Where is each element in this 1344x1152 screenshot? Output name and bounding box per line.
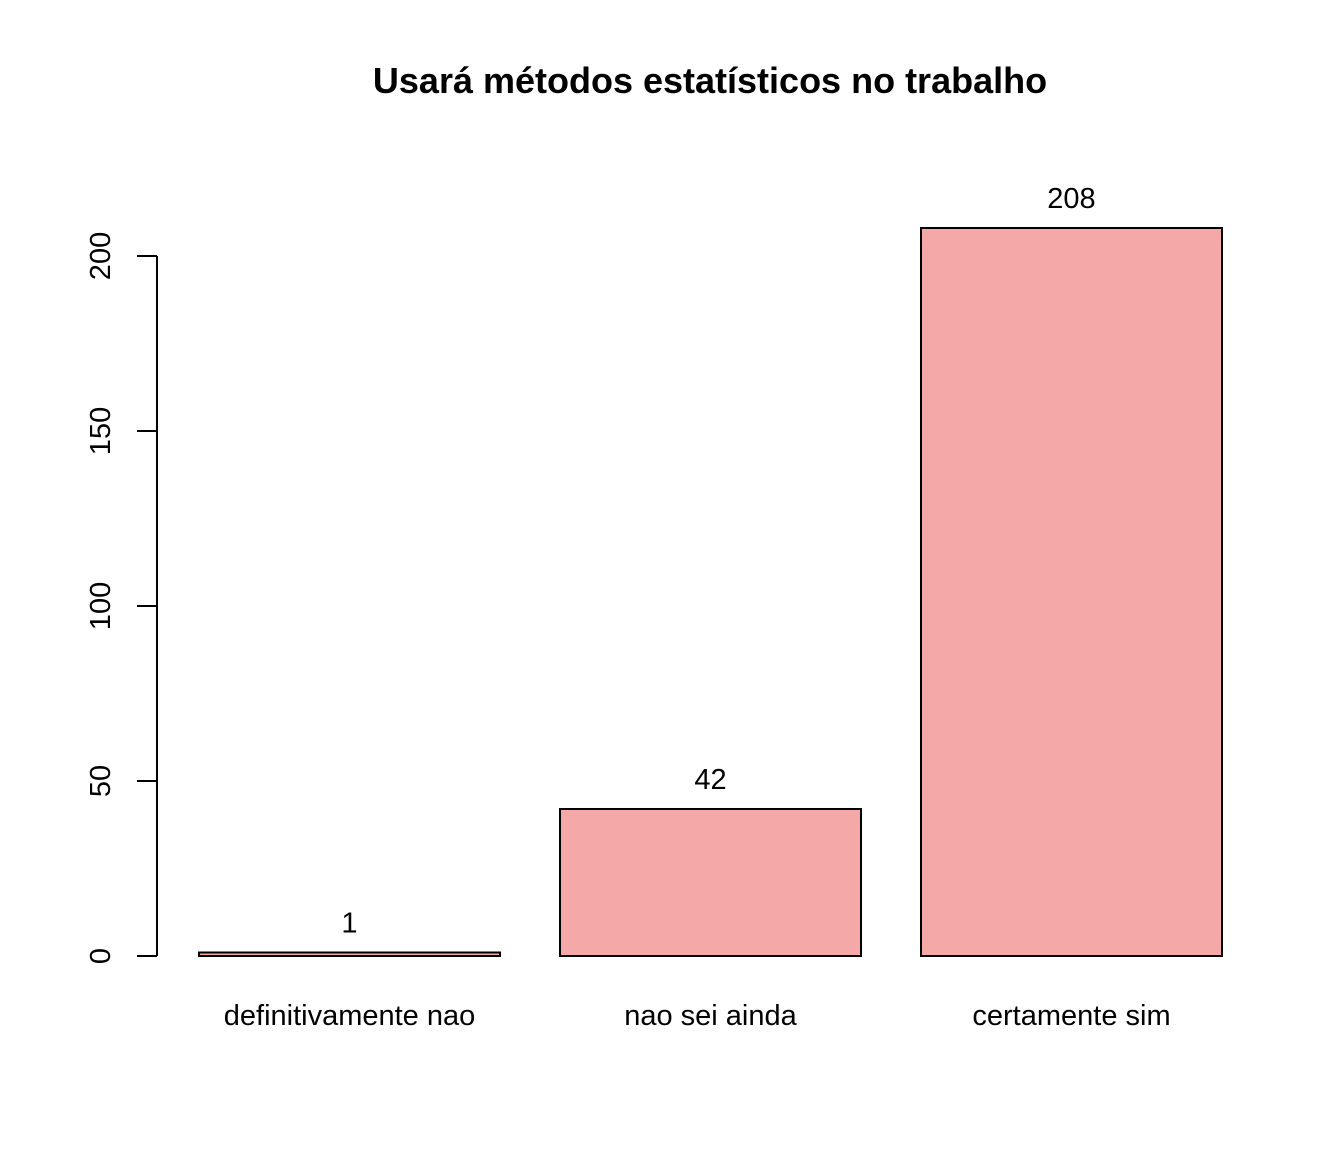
y-tick-label: 50 xyxy=(85,765,117,797)
data-label: 1 xyxy=(341,908,357,940)
category-label: certamente sim xyxy=(972,1000,1170,1032)
category-label: nao sei ainda xyxy=(624,1000,797,1032)
bar xyxy=(198,951,501,957)
labels-group: 1 definitivamente nao 42 nao sei ainda 208 ce… xyxy=(224,183,1171,1032)
chart-title: Usará métodos estatísticos no trabalho xyxy=(373,60,1047,101)
y-tick-label: 150 xyxy=(85,407,117,455)
data-label: 208 xyxy=(1047,183,1095,215)
bars-group xyxy=(198,227,1223,957)
data-label: 42 xyxy=(694,764,726,796)
bar xyxy=(559,808,862,957)
category-label: definitivamente nao xyxy=(224,1000,476,1032)
y-tick-label: 0 xyxy=(85,948,117,964)
bar xyxy=(920,227,1223,957)
y-tick-label: 200 xyxy=(85,232,117,280)
y-tick-label: 100 xyxy=(85,582,117,630)
y-axis: 0 50 100 150 200 xyxy=(85,232,158,964)
